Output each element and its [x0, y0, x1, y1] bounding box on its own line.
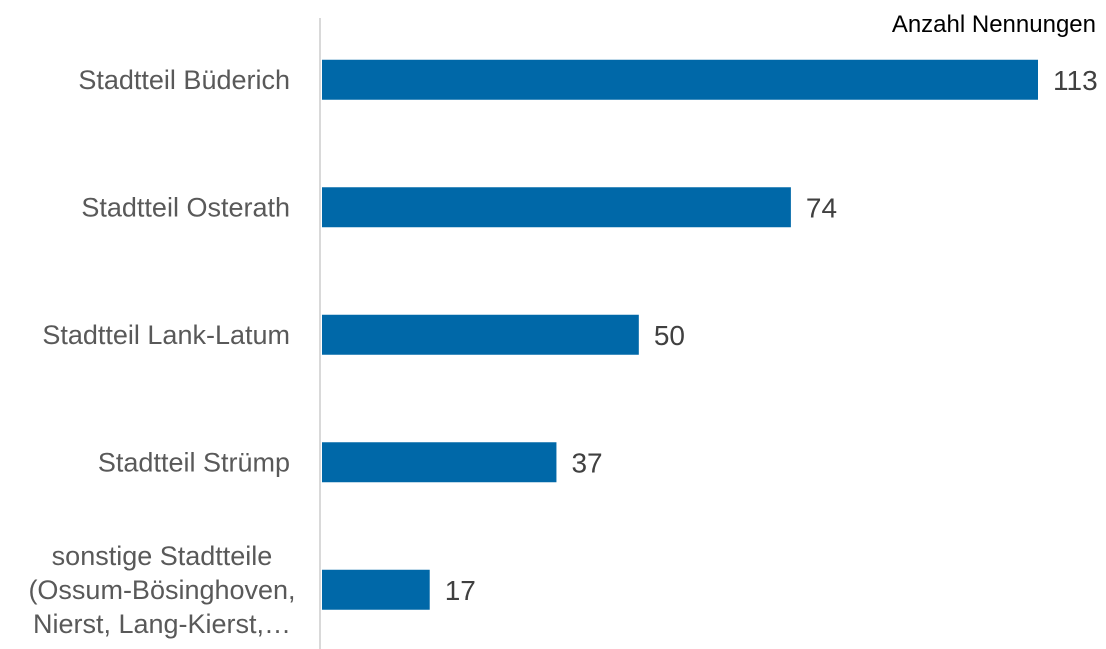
value-label-3: 37	[571, 447, 602, 478]
value-label-1: 74	[806, 192, 837, 223]
category-label-0: Stadtteil Büderich	[78, 65, 290, 95]
value-label-4: 17	[445, 575, 476, 606]
bar-2	[322, 314, 639, 355]
bar-4	[322, 569, 430, 610]
category-label-1: Stadtteil Osterath	[81, 192, 290, 222]
category-label-4-line-0: sonstige Stadtteile	[52, 541, 273, 571]
category-label-4-line-2: Nierst, Lang-Kierst,…	[33, 609, 291, 639]
value-label-0: 113	[1053, 65, 1098, 96]
value-label-2: 50	[654, 320, 685, 351]
category-label-2: Stadtteil Lank-Latum	[42, 320, 290, 350]
bar-3	[322, 442, 557, 483]
category-label-4-line-1: (Ossum-Bösinghoven,	[28, 575, 295, 605]
bars-group: 113 Stadtteil Büderich 74 Stadtteil Osterat…	[28, 59, 1098, 639]
category-label-3: Stadtteil Strümp	[98, 447, 290, 477]
bar-0	[322, 59, 1038, 100]
bar-1	[322, 187, 791, 228]
unit-label: Anzahl Nennungen	[892, 11, 1096, 38]
